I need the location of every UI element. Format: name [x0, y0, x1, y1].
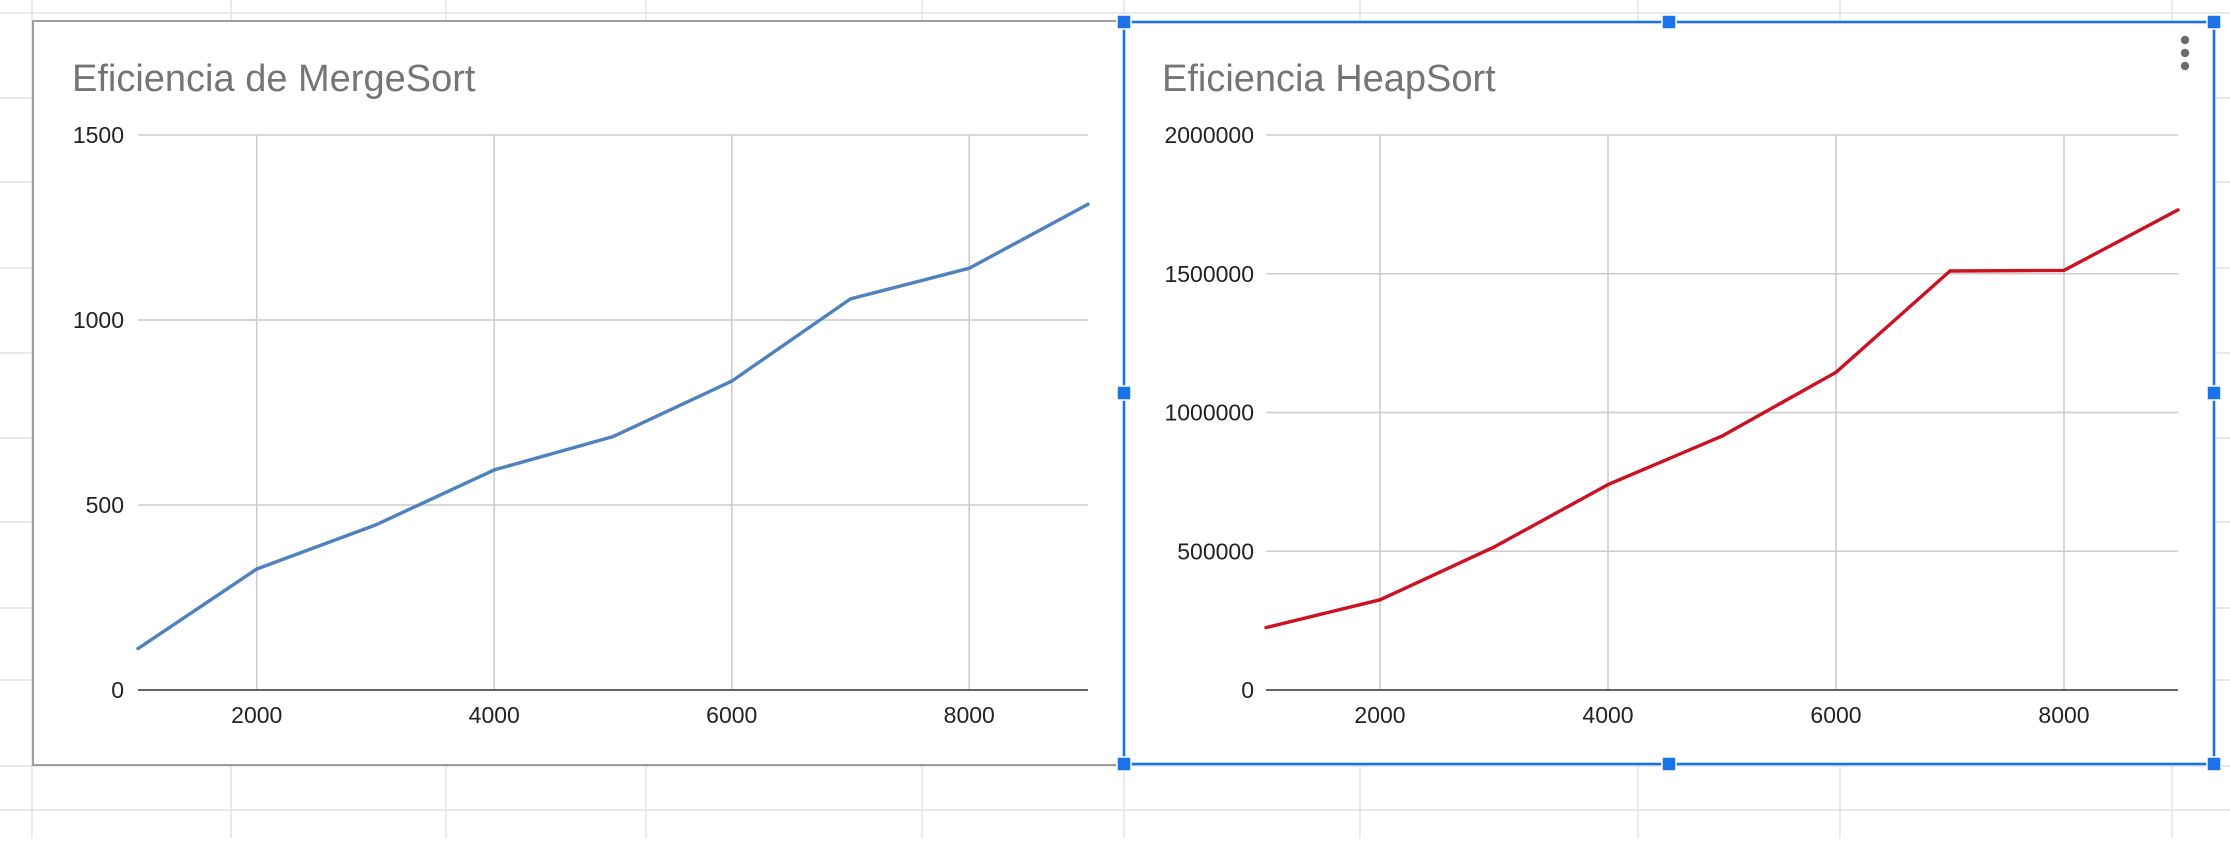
resize-handle[interactable]	[1661, 14, 1677, 30]
chart-mergesort-x-tick-label: 4000	[469, 702, 520, 728]
selection-handles	[1116, 14, 2222, 772]
chart-heapsort-point-2	[1492, 545, 1496, 549]
chart-heapsort-x-tick-label: 6000	[1810, 702, 1861, 728]
chart-heapsort[interactable]: Eficiencia HeapSort 0 500000 1000000 150000…	[1116, 14, 2222, 772]
chart-heapsort-gridlines	[1266, 134, 2178, 691]
chart-heapsort-x-ticks: 2000 4000 6000 8000	[1354, 702, 2089, 728]
chart-mergesort-point-1	[255, 567, 259, 571]
chart-mergesort[interactable]: Eficiencia de MergeSort 0 500 1000 1500 200…	[32, 20, 1128, 766]
chart-mergesort-point-8	[1086, 202, 1090, 206]
chart-heapsort-x-tick-label: 8000	[2038, 702, 2089, 728]
chart-heapsort-y-tick-label: 1500000	[1164, 261, 1254, 287]
resize-handle[interactable]	[1116, 756, 1132, 772]
chart-mergesort-x-tick-label: 2000	[231, 702, 282, 728]
chart-mergesort-point-6	[848, 297, 853, 301]
chart-heapsort-y-tick-label: 1000000	[1164, 400, 1254, 426]
resize-handle[interactable]	[1116, 14, 1132, 30]
chart-mergesort-y-tick-label: 500	[86, 492, 124, 518]
chart-mergesort-points	[136, 202, 1090, 651]
chart-heapsort-y-tick-label: 2000000	[1164, 122, 1254, 148]
chart-heapsort-point-1	[1378, 598, 1382, 602]
chart-mergesort-point-2	[373, 523, 378, 527]
resize-handle[interactable]	[2206, 756, 2222, 772]
chart-heapsort-title: Eficiencia HeapSort	[1162, 58, 1496, 100]
chart-heapsort-x-tick-label: 4000	[1582, 702, 1633, 728]
chart-mergesort-x-tick-label: 8000	[944, 702, 995, 728]
chart-heapsort-point-5	[1834, 370, 1838, 374]
chart-heapsort-y-tick-label: 500000	[1177, 538, 1254, 564]
chart-heapsort-point-4	[1720, 434, 1724, 438]
chart-mergesort-point-0	[136, 646, 140, 651]
chart-mergesort-y-tick-label: 1000	[73, 307, 124, 333]
chart-mergesort-point-7	[967, 266, 971, 270]
chart-heapsort-x-tick-label: 2000	[1354, 702, 1405, 728]
chart-heapsort-point-6	[1948, 269, 1952, 273]
chart-heapsort-frame	[1122, 20, 2216, 766]
chart-heapsort-point-8	[2176, 208, 2180, 212]
chart-mergesort-y-ticks: 0 500 1000 1500	[73, 122, 124, 703]
resize-handle[interactable]	[2206, 385, 2222, 401]
chart-heapsort-y-ticks: 0 500000 1000000 1500000 2000000	[1164, 122, 1254, 703]
chart-mergesort-gridlines	[138, 134, 1088, 691]
chart-mergesort-x-tick-label: 6000	[706, 702, 757, 728]
resize-handle[interactable]	[1661, 756, 1677, 772]
chart-mergesort-x-ticks: 2000 4000 6000 8000	[231, 702, 995, 728]
chart-mergesort-point-5	[730, 379, 734, 383]
resize-handle[interactable]	[2206, 14, 2222, 30]
chart-heapsort-points	[1264, 208, 2180, 630]
resize-handle[interactable]	[1116, 385, 1132, 401]
chart-heapsort-y-tick-label: 0	[1241, 677, 1254, 703]
chart-mergesort-title: Eficiencia de MergeSort	[72, 58, 476, 100]
chart-mergesort-point-4	[611, 434, 615, 439]
chart-mergesort-frame	[32, 20, 1128, 766]
chart-heapsort-point-0	[1264, 625, 1268, 630]
chart-heapsort-point-7	[2062, 268, 2066, 273]
kebab-menu-icon[interactable]	[2180, 35, 2190, 71]
chart-mergesort-y-tick-label: 1500	[73, 122, 124, 148]
chart-mergesort-y-tick-label: 0	[111, 677, 124, 703]
chart-heapsort-point-3	[1606, 482, 1610, 487]
chart-mergesort-point-3	[492, 468, 496, 472]
